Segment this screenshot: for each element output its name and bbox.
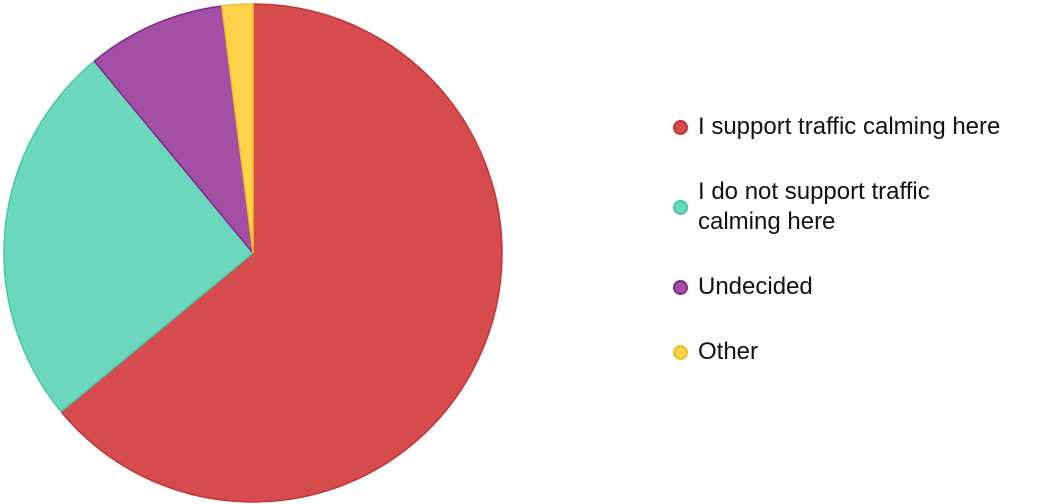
legend-item-undecided: Undecided: [670, 272, 1045, 302]
pie-slice-undecided: [93, 5, 254, 254]
legend-item-support: I support traffic calming here: [670, 112, 1045, 142]
pie-slice-not-support: [3, 60, 254, 413]
legend-label-support: I support traffic calming here: [698, 113, 1001, 140]
legend-dot-not-support: [673, 200, 688, 215]
legend-label-undecided: Undecided: [698, 273, 813, 300]
legend-dot-other: [673, 345, 688, 360]
pie-plot: [3, 3, 503, 503]
legend-item-not-support: I do not support traffic calming here: [670, 177, 1045, 237]
pie-slice-other: [221, 3, 254, 254]
chart-legend: I support traffic calming here I do not …: [670, 112, 1045, 367]
legend-label-other: Other: [698, 338, 759, 365]
legend-dot-undecided: [673, 280, 688, 295]
legend-item-other: Other: [670, 337, 1045, 367]
legend-dot-support: [673, 120, 688, 135]
pie-slice-support: [60, 3, 503, 503]
legend-label-not-support: I do not support traffic calming here: [698, 178, 930, 235]
